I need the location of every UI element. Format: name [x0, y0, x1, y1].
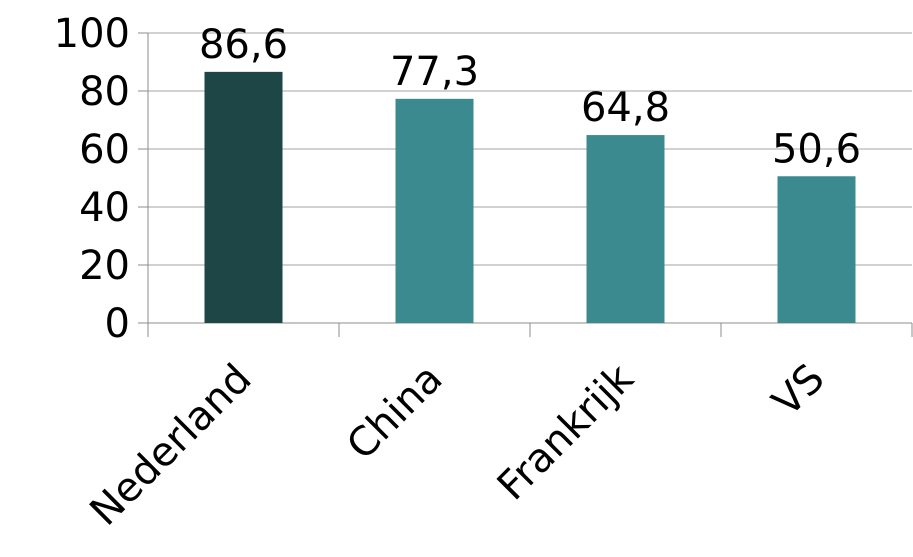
bar-china	[395, 98, 474, 323]
y-tick-label: 80	[79, 69, 130, 115]
x-tick-label: China	[338, 356, 451, 469]
data-label: 64,8	[581, 85, 670, 131]
x-tick-labels: Nederland China Frankrijk VS	[81, 355, 833, 535]
data-labels: 86,6 77,3 64,8 50,6	[199, 22, 861, 172]
bar-nederland	[204, 71, 283, 323]
bar-vs	[777, 176, 856, 323]
data-label: 50,6	[772, 126, 861, 172]
x-tick-label: Frankrijk	[489, 355, 643, 509]
y-tick-label: 60	[79, 127, 130, 173]
y-tick-label: 0	[105, 301, 130, 347]
bars	[204, 71, 856, 323]
x-tick-label: VS	[764, 356, 834, 426]
data-label: 86,6	[199, 22, 288, 68]
bar-frankrijk	[586, 135, 665, 323]
x-tick-label: Nederland	[81, 356, 260, 535]
y-tick-label: 100	[54, 11, 130, 57]
y-tick-label: 40	[79, 185, 130, 231]
data-label: 77,3	[390, 49, 479, 95]
y-tick-labels: 0 20 40 60 80 100	[54, 11, 130, 347]
y-tick-label: 20	[79, 243, 130, 289]
